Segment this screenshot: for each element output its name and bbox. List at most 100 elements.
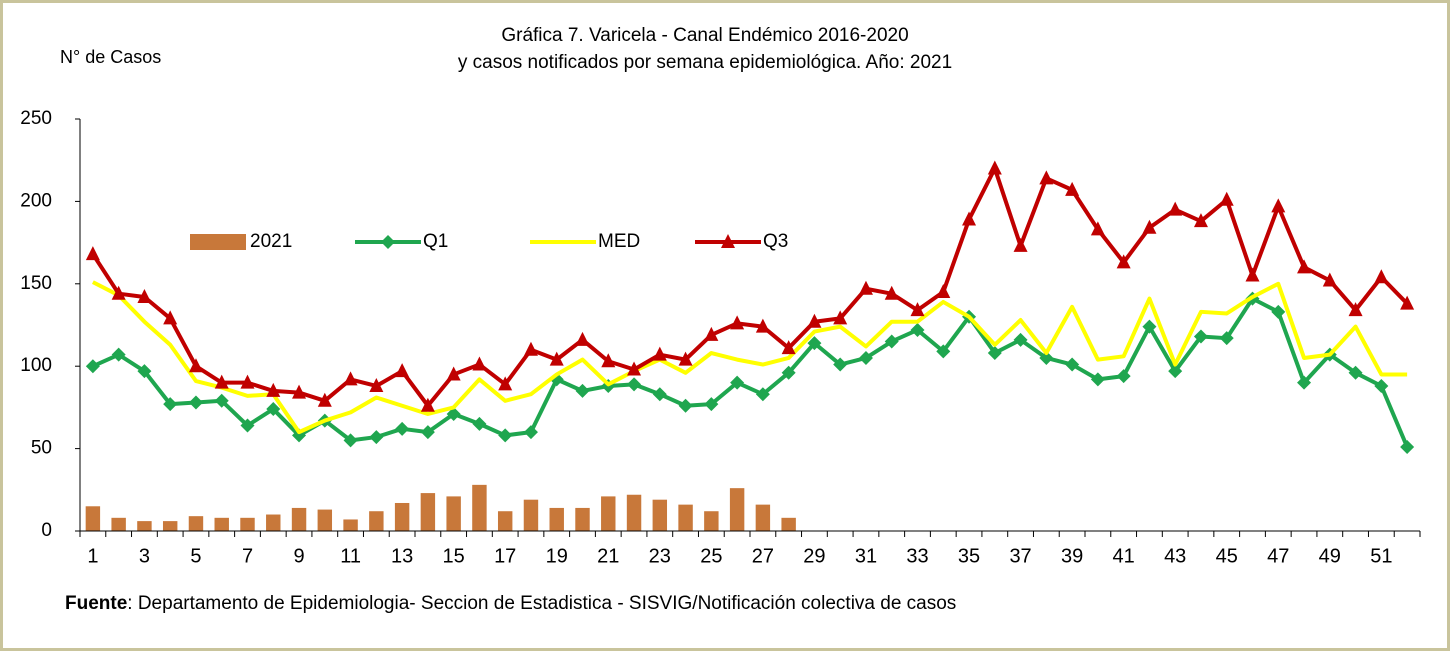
footer: Fuente: Departamento de Epidemiologia- S…: [65, 593, 956, 614]
point: [498, 376, 513, 391]
legend-label: 2021: [250, 231, 292, 252]
bar: [678, 504, 693, 531]
point: [343, 371, 358, 386]
point: [85, 246, 100, 261]
point: [1116, 369, 1131, 384]
bar: [214, 517, 229, 531]
point: [137, 288, 152, 303]
bar: [729, 488, 745, 531]
x-tick-label: 27: [752, 545, 774, 567]
point: [936, 284, 951, 299]
point: [1193, 213, 1208, 228]
point: [936, 344, 951, 359]
point: [781, 340, 796, 355]
x-tick-label: 11: [340, 545, 361, 567]
point: [240, 374, 255, 389]
point: [188, 358, 203, 373]
point: [678, 398, 693, 413]
y-tick-label: 150: [20, 273, 52, 294]
point: [1271, 304, 1286, 319]
x-tick-label: 9: [293, 545, 304, 567]
point: [214, 393, 229, 408]
point: [111, 347, 126, 362]
point: [1039, 350, 1054, 365]
point: [1039, 170, 1054, 185]
bar: [704, 511, 719, 531]
chart-subtitle: y casos notificados por semana epidemiol…: [458, 52, 952, 73]
bar: [317, 509, 333, 531]
x-tick-label: 3: [139, 545, 150, 567]
x-tick-label: 35: [958, 545, 980, 567]
point: [1400, 295, 1415, 310]
point: [807, 336, 822, 351]
bar: [291, 507, 307, 531]
x-tick-label: 33: [906, 545, 928, 567]
point: [910, 322, 925, 337]
bar: [446, 496, 461, 531]
point: [292, 384, 307, 399]
bar: [781, 517, 796, 531]
point: [627, 377, 642, 392]
point: [369, 377, 384, 392]
x-tick-label: 43: [1164, 545, 1186, 567]
point: [1219, 331, 1234, 346]
point: [343, 433, 358, 448]
point: [1400, 439, 1415, 454]
y-tick-label: 200: [20, 190, 52, 211]
x-tick-label: 7: [242, 545, 253, 567]
point: [755, 387, 770, 402]
point: [369, 430, 384, 445]
y-tick-label: 50: [31, 438, 52, 459]
point: [601, 353, 616, 368]
point: [472, 356, 487, 371]
point: [1271, 198, 1286, 213]
point: [1374, 378, 1389, 393]
y-axis-label: N° de Casos: [60, 47, 161, 67]
point: [1090, 221, 1105, 236]
point: [163, 397, 178, 412]
legend-label: Q3: [763, 231, 788, 252]
point: [962, 211, 977, 226]
bar: [472, 484, 487, 531]
point: [1065, 357, 1080, 372]
x-tick-label: 37: [1009, 545, 1031, 567]
point: [910, 302, 925, 317]
bar: [626, 494, 642, 531]
point: [1348, 302, 1363, 317]
x-tick-label: 25: [700, 545, 722, 567]
bar: [755, 504, 771, 531]
bar: [394, 502, 410, 531]
point: [395, 363, 410, 378]
point: [549, 351, 564, 366]
x-tick-label: 39: [1061, 545, 1083, 567]
point: [1245, 267, 1260, 282]
bar: [162, 521, 178, 531]
point: [240, 418, 255, 433]
point: [678, 351, 693, 366]
bar: [420, 493, 436, 531]
x-tick-label: 49: [1319, 545, 1341, 567]
point: [1374, 269, 1389, 284]
x-tick-label: 17: [494, 545, 516, 567]
point: [420, 397, 435, 412]
point: [987, 160, 1002, 175]
legend-marker: [721, 234, 735, 248]
point: [1322, 272, 1337, 287]
point: [652, 346, 667, 361]
point: [523, 425, 538, 440]
point: [472, 416, 487, 431]
legend-swatch: [190, 234, 246, 250]
bar: [497, 511, 513, 531]
point: [1297, 259, 1312, 274]
point: [807, 313, 822, 328]
point: [755, 318, 770, 333]
point: [420, 425, 435, 440]
bar: [523, 499, 539, 531]
point: [1065, 181, 1080, 196]
point: [498, 428, 513, 443]
point: [1142, 319, 1157, 334]
point: [884, 285, 899, 300]
line: [91, 280, 1408, 435]
